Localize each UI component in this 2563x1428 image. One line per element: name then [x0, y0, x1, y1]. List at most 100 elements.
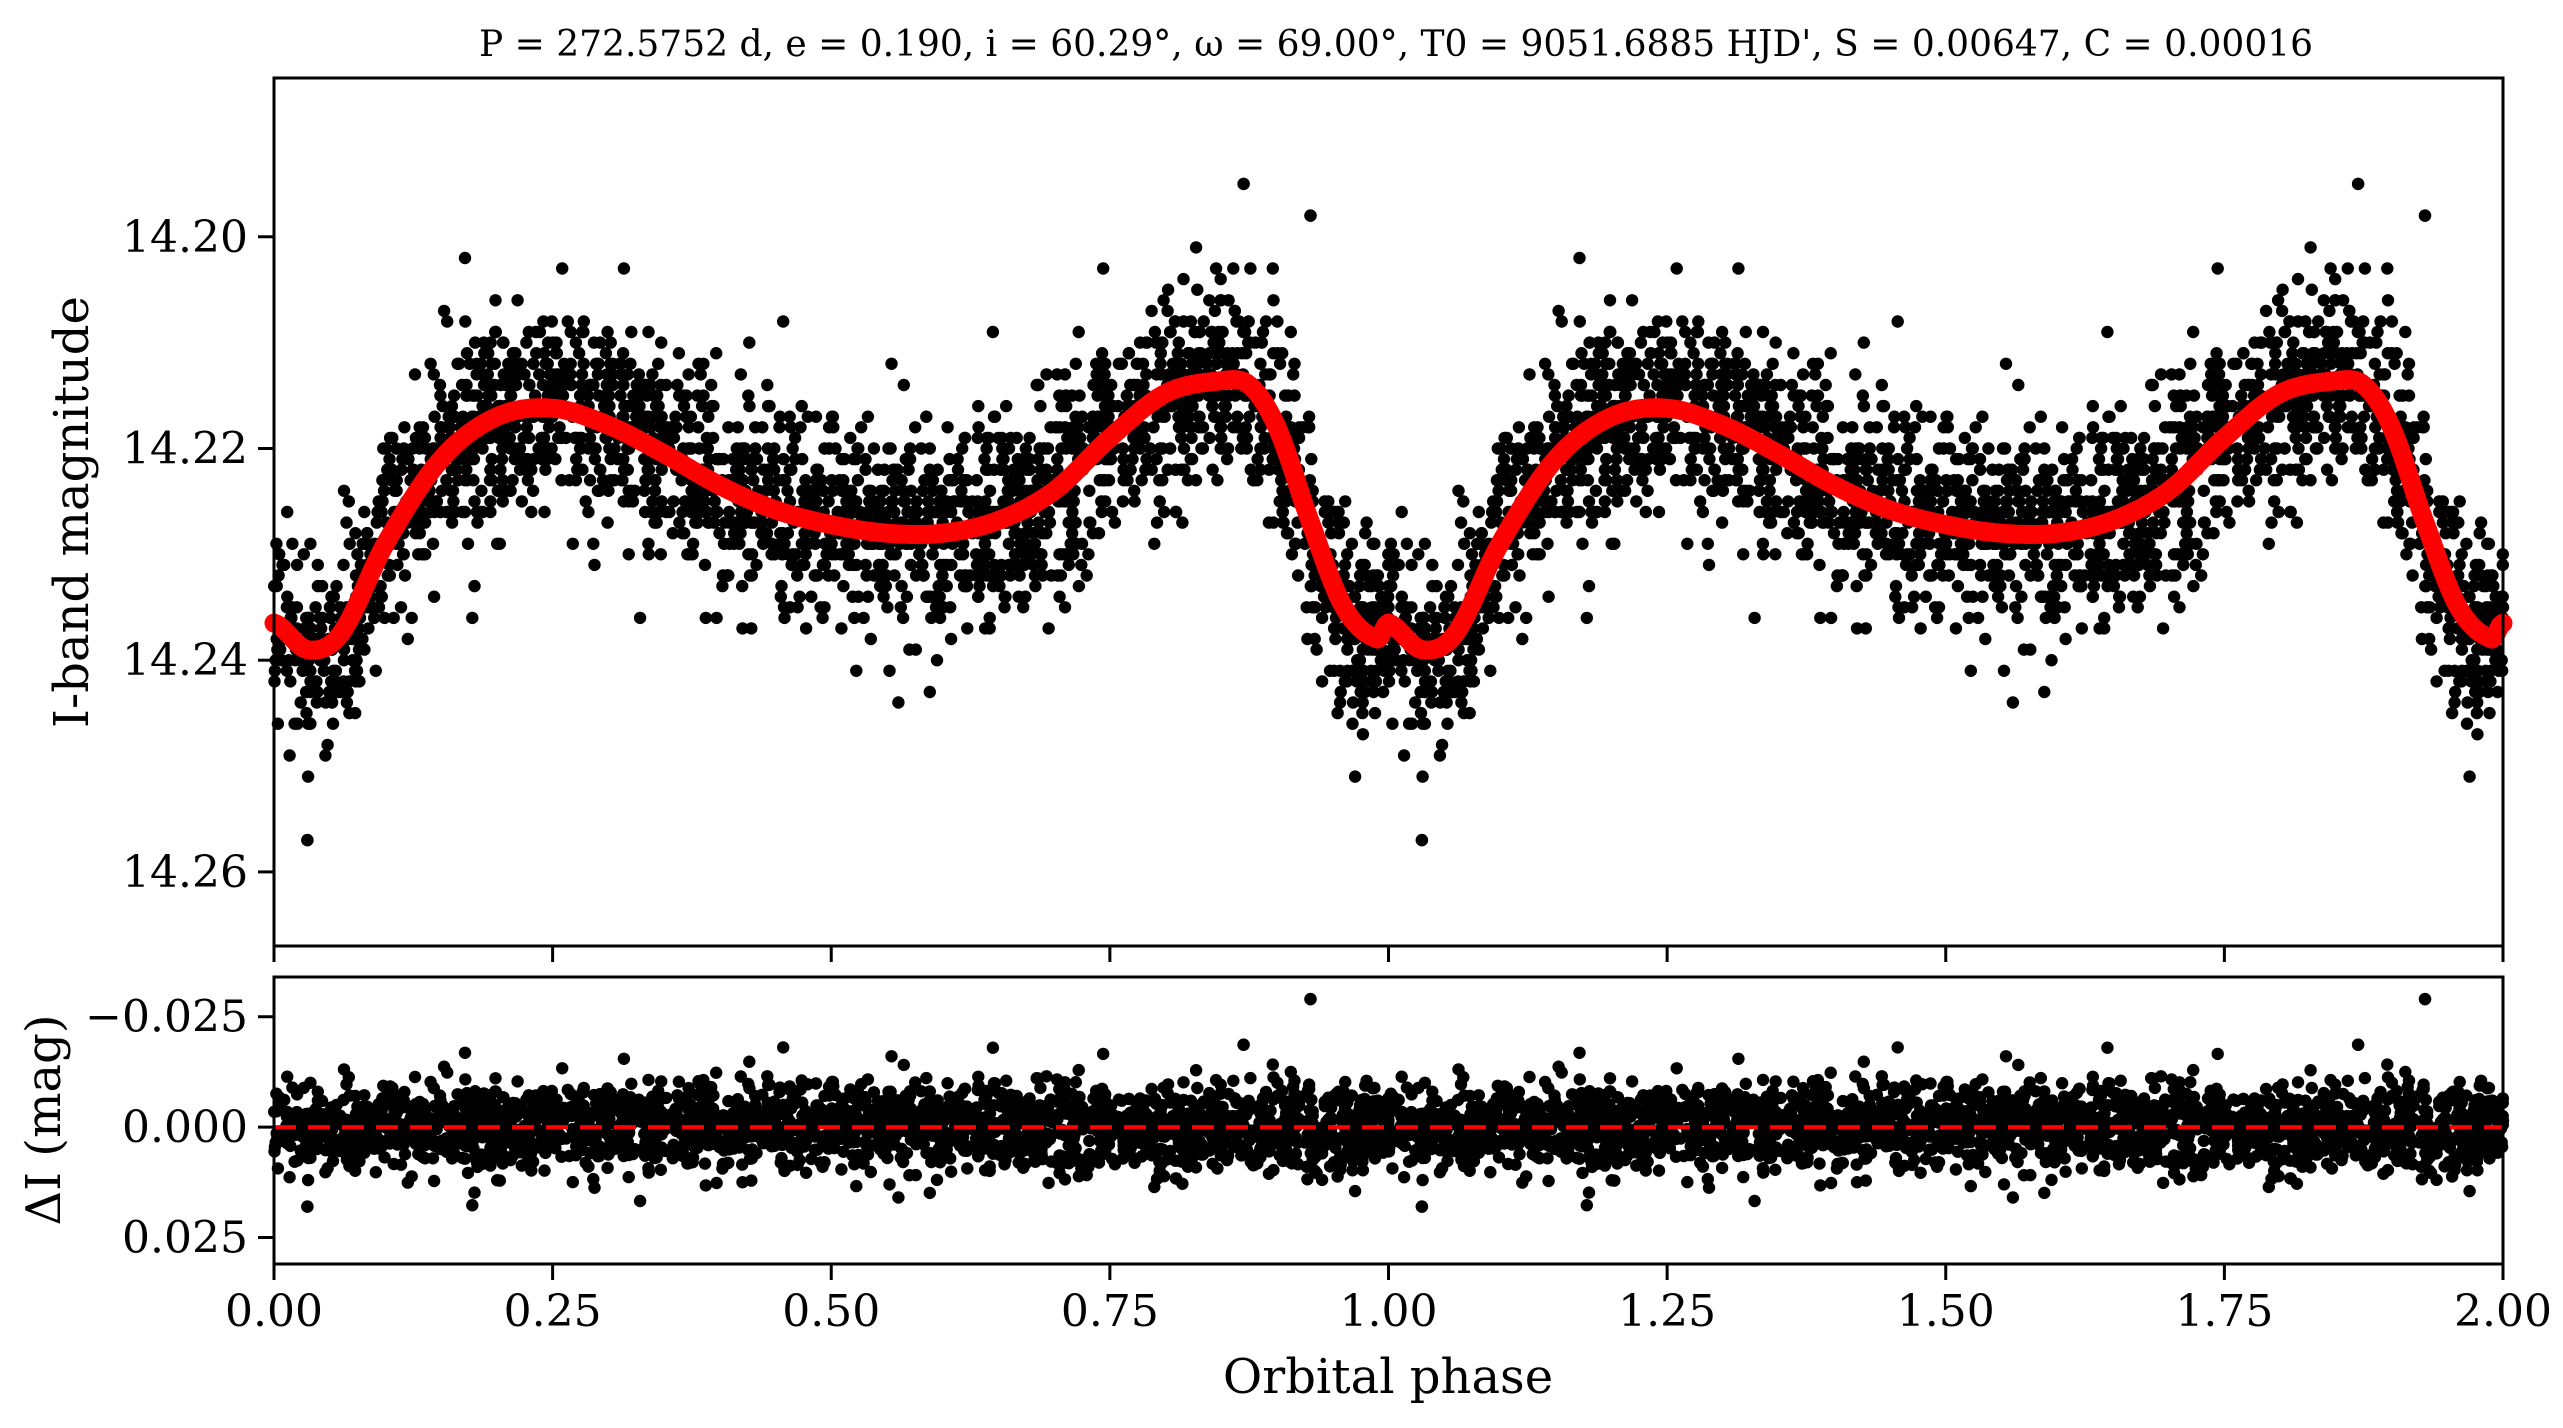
observation-point	[1644, 347, 1657, 360]
observation-point	[1472, 643, 1486, 656]
observation-point	[1823, 495, 1836, 508]
observation-point	[1812, 505, 1826, 519]
observation-point	[2296, 410, 2309, 423]
observation-point	[1635, 421, 1648, 434]
observation-point	[1992, 463, 2006, 476]
observation-point	[1062, 558, 1076, 572]
observation-point	[1666, 431, 1679, 445]
observation-point	[437, 304, 451, 318]
observation-point	[1452, 484, 1465, 497]
observation-point	[2265, 516, 2278, 529]
observation-point	[1481, 601, 1495, 614]
observation-point	[659, 431, 672, 445]
observation-point	[1031, 474, 1044, 487]
observation-point	[2195, 569, 2208, 582]
observation-point	[655, 495, 668, 508]
observation-point	[2141, 527, 2154, 540]
observation-point	[1463, 527, 1477, 540]
observation-point	[1276, 347, 1289, 360]
observation-point	[1214, 272, 1227, 286]
observation-point	[1029, 579, 1042, 593]
observation-point	[2087, 579, 2101, 593]
observation-point	[459, 315, 472, 328]
observation-point	[1231, 347, 1244, 360]
observation-point	[617, 463, 631, 476]
observation-point	[1091, 389, 1104, 402]
residual-point	[850, 1179, 863, 1193]
observation-point	[757, 537, 770, 550]
observation-point	[575, 368, 589, 381]
observation-point	[1610, 442, 1624, 455]
observation-point	[2341, 262, 2354, 275]
observation-point	[2158, 516, 2171, 529]
observation-point	[1591, 505, 1604, 519]
observation-point	[1368, 706, 1382, 720]
observation-point	[1228, 304, 1242, 318]
observation-point	[777, 474, 790, 487]
observation-point	[1002, 537, 1016, 550]
observation-point	[1596, 347, 1609, 360]
observation-point	[651, 389, 664, 402]
observation-point	[671, 378, 684, 392]
observation-point	[1937, 421, 1950, 434]
observation-point	[2231, 495, 2244, 508]
observation-point	[886, 495, 899, 508]
observation-point	[1497, 452, 1511, 466]
observation-point	[711, 505, 724, 519]
observation-point	[811, 463, 825, 476]
observation-point	[2050, 569, 2064, 582]
observation-point	[2143, 569, 2156, 582]
observation-point	[1418, 537, 1432, 550]
observation-point	[2324, 262, 2337, 275]
observation-point	[1719, 474, 1732, 487]
observation-point	[1848, 527, 1861, 540]
top-y-tick-label: 14.22	[122, 423, 248, 474]
observation-point	[1156, 442, 1169, 455]
observation-point	[2484, 675, 2497, 688]
observation-point	[1889, 590, 1902, 603]
observation-point	[2371, 325, 2384, 339]
observation-point	[1998, 548, 2012, 561]
observation-point	[484, 495, 497, 508]
observation-point	[1900, 442, 1914, 455]
observation-point	[512, 368, 525, 381]
observation-point	[1719, 336, 1732, 349]
observation-point	[1220, 357, 1233, 370]
observation-point	[545, 442, 558, 455]
observation-point	[340, 696, 354, 709]
observation-point	[517, 452, 530, 466]
observation-point	[2365, 452, 2379, 466]
observation-point	[1023, 452, 1036, 466]
observation-point	[734, 368, 747, 381]
observation-point	[1416, 770, 1429, 783]
observation-point	[1949, 622, 1963, 635]
observation-point	[2138, 463, 2151, 476]
observation-point	[569, 474, 583, 487]
observation-point	[1232, 315, 1246, 328]
observation-point	[1334, 685, 1347, 699]
observation-point	[1208, 304, 1222, 318]
observation-point	[427, 590, 441, 603]
observation-point	[851, 442, 864, 455]
observation-point	[896, 611, 910, 625]
observation-point	[297, 548, 310, 561]
observation-point	[1655, 452, 1669, 466]
observation-point	[655, 336, 668, 349]
observation-point	[375, 590, 388, 603]
observation-point	[1969, 421, 1982, 434]
observation-point	[632, 368, 646, 381]
observation-point	[1924, 569, 1937, 582]
observation-point	[743, 336, 756, 349]
observation-point	[433, 378, 447, 392]
observation-point	[1988, 505, 2001, 519]
observation-point	[775, 579, 788, 593]
observation-point	[1681, 537, 1694, 550]
observation-point	[273, 548, 286, 561]
observation-point	[1072, 325, 1085, 339]
observation-point	[2480, 601, 2493, 614]
observation-point	[2481, 685, 2495, 699]
observation-point	[1069, 516, 1082, 529]
observation-point	[1780, 421, 1793, 434]
observation-point	[1322, 516, 1335, 529]
observation-point	[1438, 601, 1451, 614]
